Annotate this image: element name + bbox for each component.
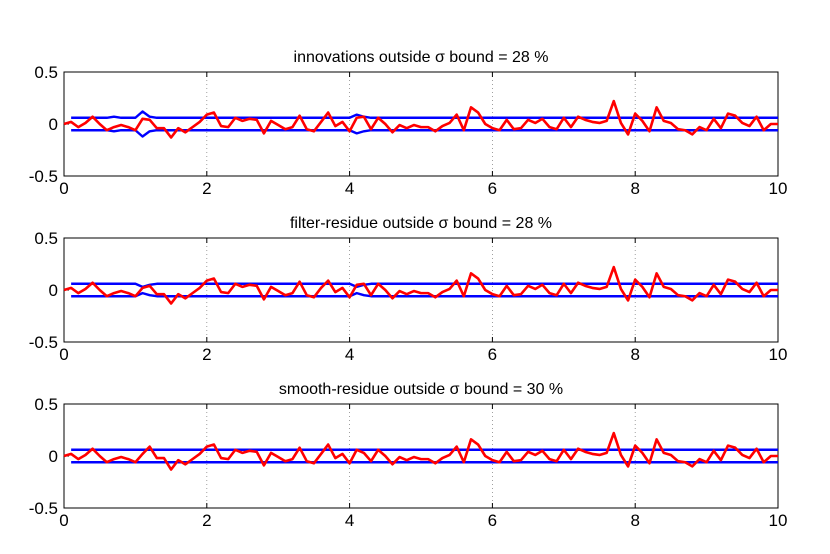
- x-tick-label: 4: [345, 179, 354, 198]
- x-tick-label: 0: [59, 179, 68, 198]
- x-tick-label: 8: [630, 345, 639, 364]
- subplot-1: innovations outside σ bound = 28 % 0 2 4 6 8 1…: [29, 49, 788, 198]
- x-tick-label: 4: [345, 345, 354, 364]
- residual-line: [63, 431, 778, 471]
- subplot-3: smooth-residue outside σ bound = 30 % 0 2 4…: [29, 381, 788, 530]
- subplot-title: smooth-residue outside σ bound = 30 %: [279, 381, 563, 398]
- residual-line: [63, 99, 778, 139]
- x-tick-label: 4: [345, 511, 354, 530]
- x-tick-label: 0: [59, 345, 68, 364]
- x-tick-label: 2: [202, 179, 211, 198]
- x-tick-label: 8: [630, 511, 639, 530]
- y-tick-label: 0: [49, 115, 58, 134]
- x-tick-label: 10: [769, 511, 788, 530]
- x-tick-label: 6: [488, 511, 497, 530]
- y-tick-label: -0.5: [29, 167, 58, 186]
- x-tick-label: 10: [769, 345, 788, 364]
- y-tick-label: 0: [49, 281, 58, 300]
- y-tick-label: -0.5: [29, 333, 58, 352]
- residual-line: [63, 265, 778, 305]
- subplot-title: innovations outside σ bound = 28 %: [294, 49, 549, 66]
- x-tick-label: 2: [202, 511, 211, 530]
- y-tick-label: 0.5: [34, 395, 58, 414]
- subplot-title: filter-residue outside σ bound = 28 %: [290, 215, 552, 232]
- x-tick-label: 10: [769, 179, 788, 198]
- y-tick-label: 0: [49, 447, 58, 466]
- y-tick-label: 0.5: [34, 229, 58, 248]
- x-tick-label: 6: [488, 179, 497, 198]
- y-tick-label: 0.5: [34, 63, 58, 82]
- x-tick-label: 8: [630, 179, 639, 198]
- x-tick-label: 2: [202, 345, 211, 364]
- x-tick-label: 0: [59, 511, 68, 530]
- subplot-2: filter-residue outside σ bound = 28 % 0 2 4…: [29, 215, 788, 364]
- upper-sigma-bound-line: [71, 282, 778, 289]
- y-tick-label: -0.5: [29, 499, 58, 518]
- upper-sigma-bound-line: [71, 110, 778, 119]
- x-tick-label: 6: [488, 345, 497, 364]
